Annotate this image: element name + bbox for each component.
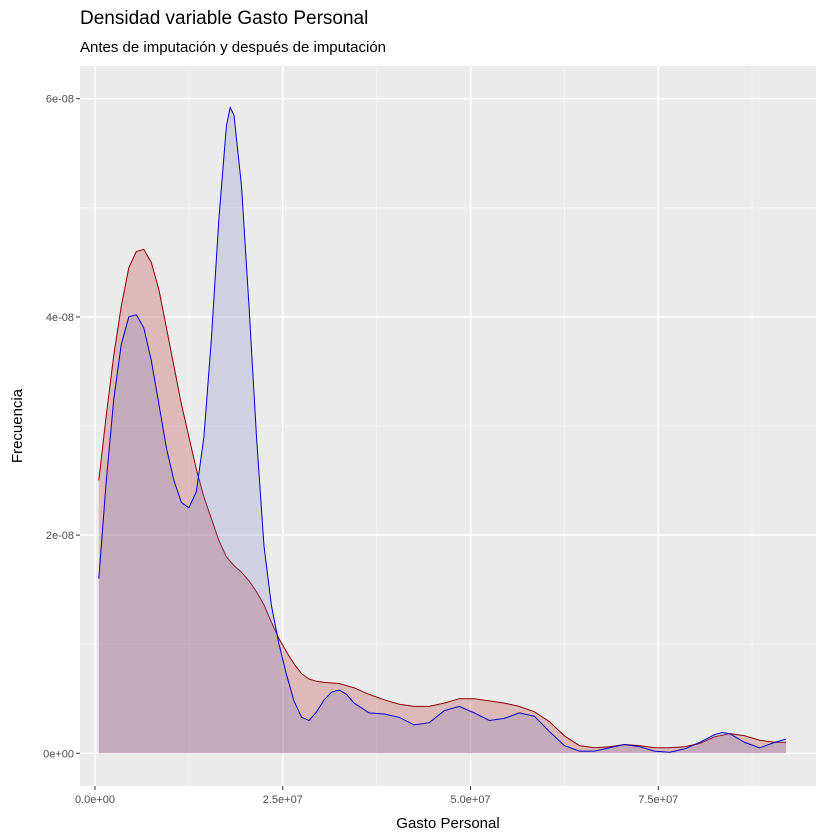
x-tick-label: 2.5e+07 xyxy=(263,794,303,806)
y-tick-label: 6e-08 xyxy=(46,94,74,106)
density-area-1 xyxy=(98,249,787,754)
x-tick-label: 7.5e+07 xyxy=(638,794,678,806)
x-tick-label: 0.0e+00 xyxy=(75,794,115,806)
density-line-2 xyxy=(98,105,787,753)
chart-subtitle: Antes de imputación y después de imputac… xyxy=(80,39,387,56)
density-area-2 xyxy=(98,107,787,754)
density-line-1 xyxy=(98,248,786,749)
major-gridlines xyxy=(80,66,816,786)
x-axis-title: Gasto Personal xyxy=(396,815,499,832)
y-axis-title: Frecuencia xyxy=(9,388,26,463)
minor-gridlines xyxy=(80,66,816,786)
chart-title: Densidad variable Gasto Personal xyxy=(80,8,369,29)
y-tick-label: 0e+00 xyxy=(43,748,74,760)
y-tick-label: 2e-08 xyxy=(46,530,74,542)
x-axis: 0.0e+00 2.5e+07 5.0e+07 7.5e+07 xyxy=(75,786,678,806)
y-tick-label: 4e-08 xyxy=(46,312,74,324)
x-tick-label: 5.0e+07 xyxy=(450,794,490,806)
y-axis: 0e+00 2e-08 4e-08 6e-08 xyxy=(43,94,80,760)
density-series xyxy=(98,105,787,754)
